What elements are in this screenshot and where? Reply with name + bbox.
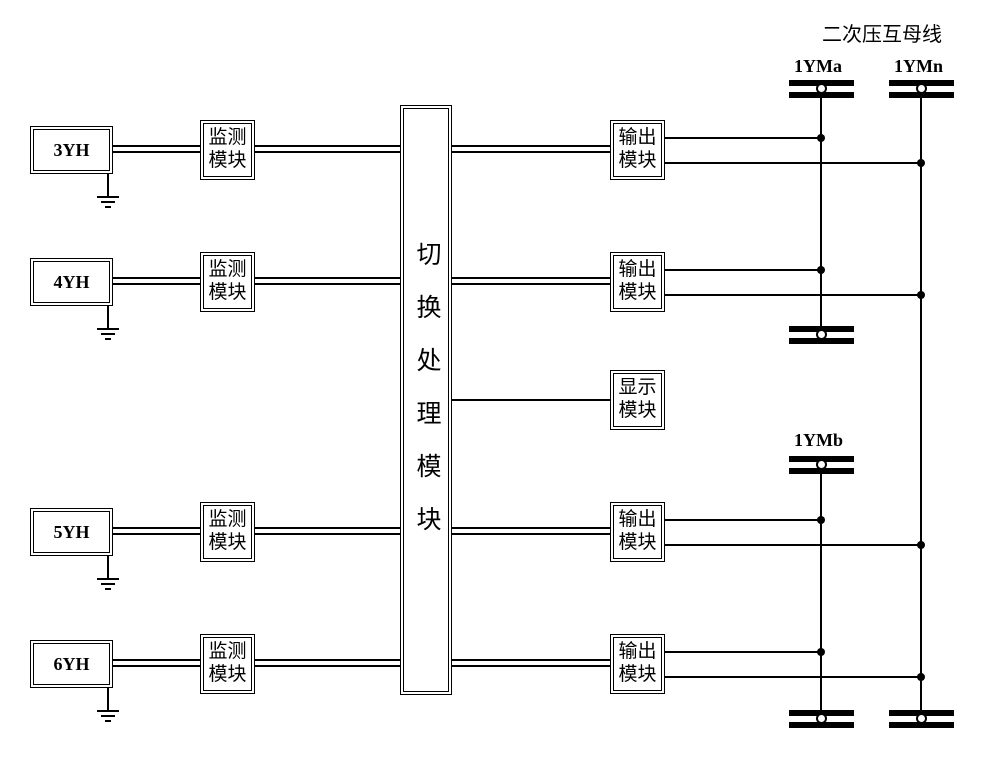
input-4yh: 4YH — [30, 258, 113, 306]
wire — [255, 277, 400, 285]
busbar-icon — [889, 80, 954, 98]
busbar-icon — [789, 456, 854, 474]
bus-label-n: 1YMn — [894, 56, 943, 77]
ground-icon — [93, 566, 123, 596]
junction-dot — [917, 291, 925, 299]
wire — [665, 137, 821, 139]
wire — [820, 98, 822, 326]
wire — [255, 145, 400, 153]
output-module: 输出模块 — [610, 120, 665, 180]
wire — [452, 145, 610, 153]
wire — [255, 527, 400, 535]
monitor-module: 监测模块 — [200, 634, 255, 694]
ground-icon — [93, 184, 123, 214]
monitor-module: 监测模块 — [200, 252, 255, 312]
busbar-icon — [789, 710, 854, 728]
junction-dot — [917, 673, 925, 681]
wire — [665, 519, 821, 521]
processor-label: 切换处理模块 — [408, 241, 444, 559]
bus-label-a: 1YMa — [794, 56, 842, 77]
wire — [452, 277, 610, 285]
wire — [107, 688, 109, 698]
junction-dot — [817, 266, 825, 274]
wire — [113, 659, 200, 667]
input-3yh: 3YH — [30, 126, 113, 174]
junction-dot — [817, 516, 825, 524]
junction-dot — [817, 134, 825, 142]
wire — [452, 527, 610, 535]
busbar-icon — [889, 710, 954, 728]
input-6yh: 6YH — [30, 640, 113, 688]
processor-module: 切换处理模块 — [400, 105, 452, 695]
wire — [665, 162, 921, 164]
junction-dot — [917, 159, 925, 167]
wire — [665, 544, 921, 546]
wire — [820, 474, 822, 710]
busbar-icon — [789, 326, 854, 344]
output-module: 输出模块 — [610, 502, 665, 562]
monitor-module: 监测模块 — [200, 120, 255, 180]
wire — [107, 306, 109, 316]
header-title: 二次压互母线 — [822, 18, 942, 47]
ground-icon — [93, 316, 123, 346]
ground-icon — [93, 698, 123, 728]
display-module: 显示模块 — [610, 370, 665, 430]
junction-dot — [817, 648, 825, 656]
wire — [452, 659, 610, 667]
wire — [920, 98, 922, 710]
wire — [452, 399, 610, 401]
wire — [107, 174, 109, 184]
output-module: 输出模块 — [610, 634, 665, 694]
diagram-canvas: 二次压互母线 1YMa 1YMn 1YMb 切换处理模块 3YH 监测模块 输出… — [0, 0, 1000, 778]
wire — [255, 659, 400, 667]
input-5yh: 5YH — [30, 508, 113, 556]
wire — [107, 556, 109, 566]
wire — [665, 676, 921, 678]
monitor-module: 监测模块 — [200, 502, 255, 562]
wire — [665, 294, 921, 296]
wire — [113, 277, 200, 285]
wire — [113, 527, 200, 535]
busbar-icon — [789, 80, 854, 98]
wire — [113, 145, 200, 153]
junction-dot — [917, 541, 925, 549]
output-module: 输出模块 — [610, 252, 665, 312]
bus-label-b: 1YMb — [794, 430, 843, 451]
wire — [665, 651, 821, 653]
wire — [665, 269, 821, 271]
